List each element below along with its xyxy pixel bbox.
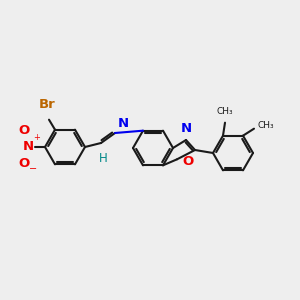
Text: O: O (18, 157, 30, 170)
Text: N: N (118, 117, 129, 130)
Text: +: + (33, 133, 40, 142)
Text: CH₃: CH₃ (257, 121, 274, 130)
Text: N: N (180, 122, 192, 135)
Text: Br: Br (39, 98, 56, 111)
Text: H: H (99, 152, 107, 165)
Text: N: N (22, 140, 34, 154)
Text: CH₃: CH₃ (217, 107, 233, 116)
Text: O: O (18, 124, 30, 137)
Text: O: O (182, 155, 193, 168)
Text: −: − (29, 164, 37, 174)
